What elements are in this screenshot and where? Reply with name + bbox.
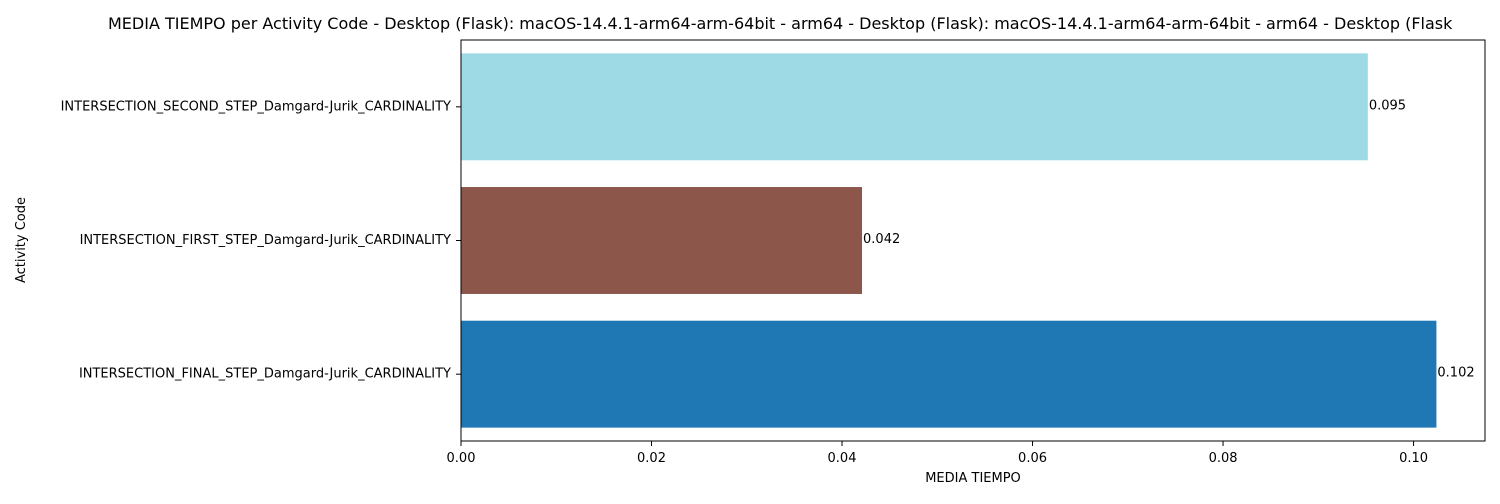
plot-frame <box>460 39 1486 442</box>
y-axis-label: Activity Code <box>14 197 29 283</box>
bar <box>461 187 863 294</box>
x-tick-label: 0.00 <box>447 451 476 466</box>
x-tick-label: 0.06 <box>1018 451 1047 466</box>
plot-area: 0.102 INTERSECTION_FINAL_STEP_Damgard-Jur… <box>61 39 1486 466</box>
x-tick-label: 0.02 <box>637 451 666 466</box>
bar <box>461 53 1368 161</box>
bar-value-label: 0.102 <box>1437 366 1474 381</box>
x-axis-label: MEDIA TIEMPO <box>925 471 1021 486</box>
bar-value-label: 0.095 <box>1369 98 1406 113</box>
bar-value-label: 0.042 <box>863 232 900 247</box>
x-tick-label: 0.04 <box>828 451 857 466</box>
x-tick-label: 0.08 <box>1209 451 1238 466</box>
bar <box>461 320 1437 428</box>
y-tick-label: INTERSECTION_FIRST_STEP_Damgard-Jurik_CA… <box>80 233 451 248</box>
y-tick-label: INTERSECTION_SECOND_STEP_Damgard-Jurik_C… <box>61 99 451 114</box>
x-tick-label: 0.10 <box>1399 451 1428 466</box>
chart-title: MEDIA TIEMPO per Activity Code - Desktop… <box>108 14 1453 33</box>
y-tick-label: INTERSECTION_FINAL_STEP_Damgard-Jurik_CA… <box>79 367 451 382</box>
